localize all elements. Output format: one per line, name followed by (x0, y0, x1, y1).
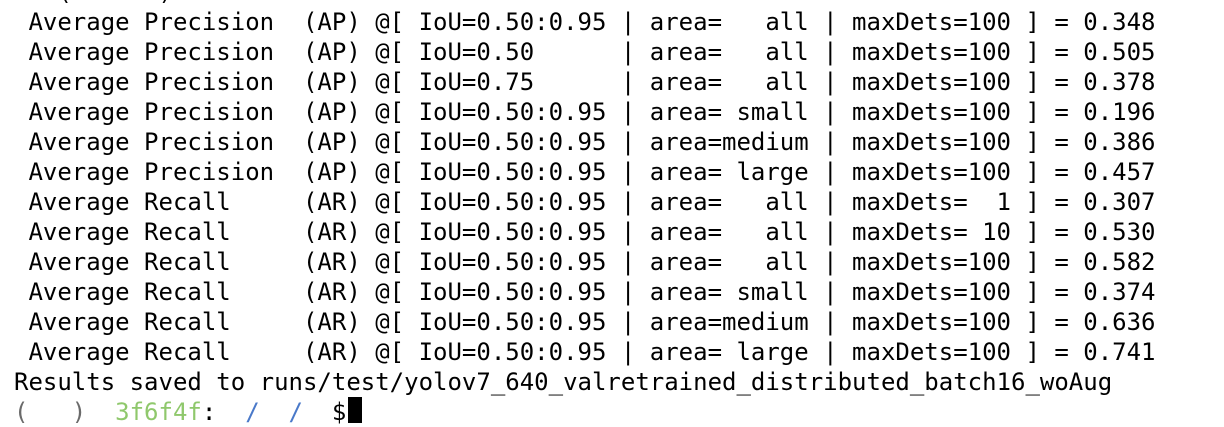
cut-off-output-line: . ( . . ) . (14, 0, 216, 7)
metric-line: Average Recall (AR) @[ IoU=0.50:0.95 | a… (14, 308, 1156, 336)
metric-line: Average Recall (AR) @[ IoU=0.50:0.95 | a… (14, 278, 1156, 306)
metric-line: Average Precision (AP) @[ IoU=0.50:0.95 … (14, 98, 1156, 126)
text-cursor (348, 397, 363, 423)
results-saved-line: Results saved to runs/test/yolov7_640_va… (14, 368, 1113, 396)
metric-line: Average Precision (AP) @[ IoU=0.50:0.95 … (14, 158, 1156, 186)
metric-line: Average Precision (AP) @[ IoU=0.75 | are… (14, 68, 1156, 96)
metric-line: Average Precision (AP) @[ IoU=0.50:0.95 … (14, 8, 1156, 36)
prompt-symbol: $ (331, 398, 347, 426)
prompt-separator: : (201, 398, 217, 426)
prompt-env: ( ) (14, 398, 87, 426)
metric-line: Average Recall (AR) @[ IoU=0.50:0.95 | a… (14, 188, 1156, 216)
metric-line: Average Precision (AP) @[ IoU=0.50:0.95 … (14, 128, 1156, 156)
metric-line: Average Recall (AR) @[ IoU=0.50:0.95 | a… (14, 248, 1156, 276)
metric-line: Average Precision (AP) @[ IoU=0.50 | are… (14, 38, 1156, 66)
metric-line: Average Recall (AR) @[ IoU=0.50:0.95 | a… (14, 218, 1156, 246)
shell-prompt[interactable]: ( ) 3f6f4f: / / $ (14, 397, 363, 427)
prompt-host: 3f6f4f (86, 398, 202, 426)
prompt-path: / / (216, 398, 332, 426)
metric-line: Average Recall (AR) @[ IoU=0.50:0.95 | a… (14, 338, 1156, 366)
